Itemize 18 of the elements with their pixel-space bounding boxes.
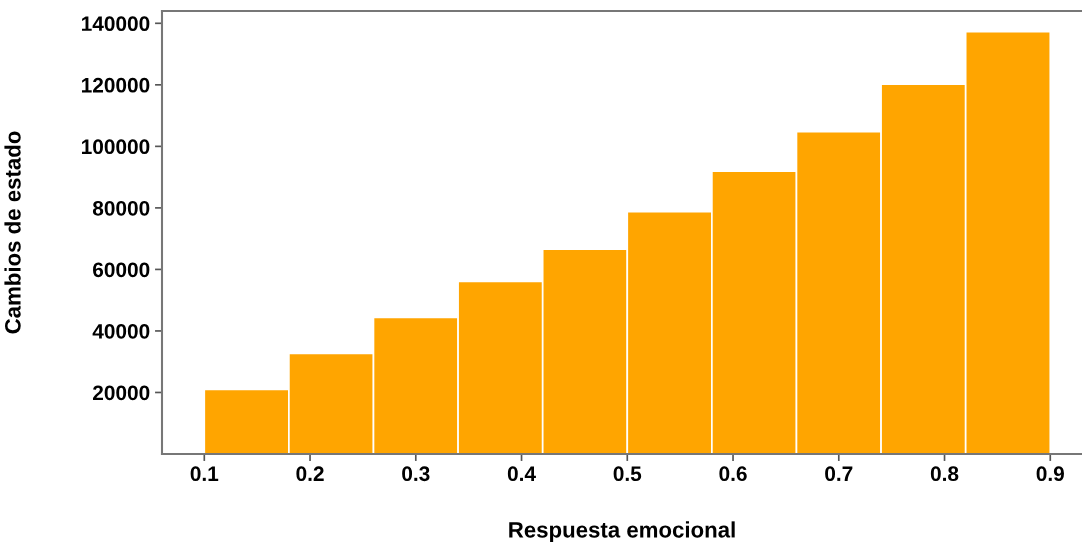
x-tick-label: 0.5	[613, 466, 642, 482]
y-tick-label: 80000	[92, 200, 150, 216]
y-axis-title: Cambios de estado	[4, 131, 21, 334]
y-tick-label: 40000	[92, 323, 150, 339]
x-axis-title: Respuesta emocional	[509, 521, 735, 543]
x-tick-label: 0.2	[296, 466, 324, 482]
x-tick-label: 0.4	[507, 466, 536, 482]
y-tick-label: 60000	[93, 262, 150, 278]
x-tick-label: 0.9	[1036, 466, 1064, 482]
y-tick-label: 140000	[81, 16, 150, 32]
x-tick-label: 0.8	[930, 466, 959, 482]
x-tick-label: 0.3	[402, 466, 430, 482]
x-tick-label: 0.1	[190, 466, 219, 482]
x-tick-label: 0.7	[825, 466, 853, 482]
y-tick-label: 20000	[92, 385, 150, 401]
y-tick-label: 100000	[81, 139, 150, 155]
x-tick-label: 0.6	[719, 466, 747, 482]
y-tick-label: 120000	[81, 77, 150, 93]
